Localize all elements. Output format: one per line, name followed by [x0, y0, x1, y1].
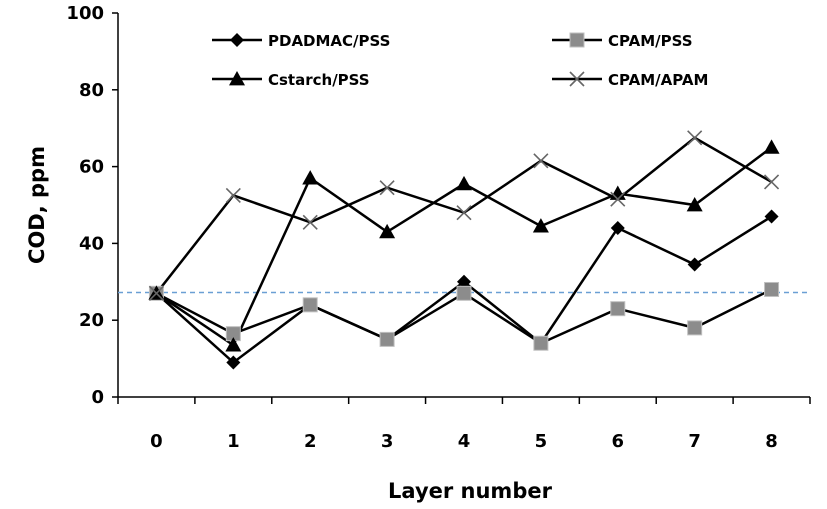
- x-tick-label: 4: [458, 431, 471, 452]
- x-tick-label: 1: [227, 431, 240, 452]
- data-point-2: [302, 170, 319, 185]
- data-point-1: [764, 281, 780, 297]
- data-point-3: [687, 130, 703, 146]
- y-tick-label: 20: [79, 310, 104, 331]
- legend-marker: [229, 71, 245, 86]
- y-tick-label: 0: [91, 387, 104, 408]
- legend-label: Cstarch/PSS: [268, 71, 370, 89]
- y-axis-title: COD, ppm: [25, 146, 49, 264]
- data-point-1: [379, 331, 395, 347]
- x-tick-label: 5: [535, 431, 548, 452]
- legend-marker: [569, 32, 585, 48]
- data-point-0: [226, 355, 241, 370]
- data-point-1: [302, 297, 318, 313]
- data-point-3: [456, 205, 472, 221]
- data-point-1: [533, 335, 549, 351]
- x-axis-title: Layer number: [388, 479, 553, 503]
- data-point-3: [610, 191, 626, 207]
- x-tick-label: 8: [765, 431, 778, 452]
- data-point-2: [686, 197, 703, 212]
- x-tick-label: 0: [150, 431, 163, 452]
- x-tick-label: 7: [688, 431, 701, 452]
- y-tick-label: 80: [79, 80, 104, 101]
- x-tick-label: 2: [304, 431, 317, 452]
- y-tick-label: 60: [79, 157, 104, 178]
- x-tick-label: 6: [612, 431, 625, 452]
- data-point-3: [148, 285, 165, 301]
- legend-marker: [569, 71, 585, 87]
- legend-label: PDADMAC/PSS: [268, 32, 390, 50]
- data-point-1: [610, 301, 626, 317]
- data-point-3: [379, 180, 395, 196]
- data-point-2: [763, 139, 780, 154]
- data-point-0: [687, 257, 702, 272]
- data-point-2: [456, 175, 472, 191]
- data-point-3: [225, 187, 241, 203]
- data-point-1: [687, 320, 703, 336]
- data-point-2: [532, 218, 549, 233]
- data-point-0: [610, 221, 625, 236]
- data-point-3: [302, 214, 318, 230]
- data-point-1: [456, 285, 472, 301]
- y-tick-label: 40: [79, 233, 104, 254]
- data-point-3: [533, 153, 549, 169]
- data-point-0: [457, 274, 471, 289]
- legend-marker: [230, 33, 244, 47]
- legend-label: CPAM/PSS: [608, 32, 693, 50]
- legend-label: CPAM/APAM: [608, 71, 708, 89]
- x-tick-label: 3: [381, 431, 394, 452]
- plot-area: 0 20 40 60 80 100 0 1 2 3 4 5 6 7 8 PDADMAC/PSS CPAM/PSS…: [66, 3, 811, 452]
- y-tick-label: 100: [66, 3, 104, 24]
- data-point-2: [379, 223, 396, 239]
- data-point-2: [225, 337, 242, 352]
- data-point-3: [763, 174, 780, 190]
- data-point-0: [764, 209, 779, 224]
- series-line-3: [155, 136, 773, 295]
